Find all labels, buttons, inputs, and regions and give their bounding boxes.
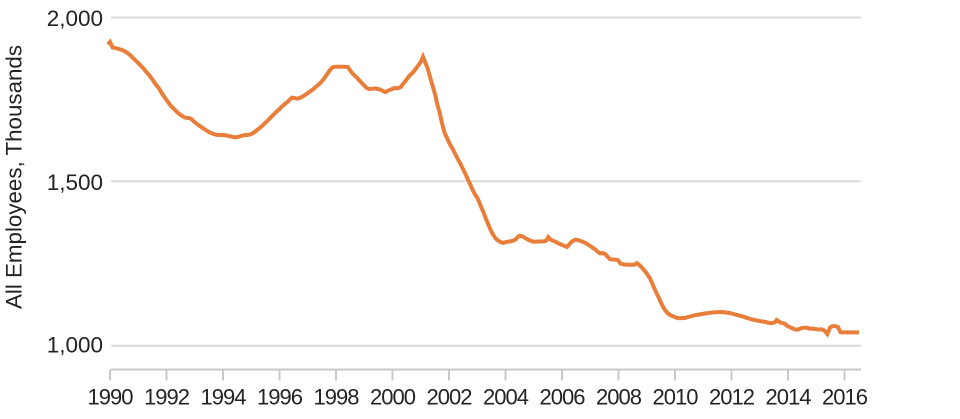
svg-text:1996: 1996 <box>257 385 303 410</box>
svg-text:2010: 2010 <box>653 385 699 410</box>
svg-text:2,000: 2,000 <box>47 6 103 31</box>
svg-text:2004: 2004 <box>483 385 529 410</box>
svg-text:1992: 1992 <box>144 385 190 410</box>
svg-text:2008: 2008 <box>596 385 642 410</box>
svg-text:1,500: 1,500 <box>47 170 103 195</box>
svg-text:1990: 1990 <box>88 385 134 410</box>
svg-text:2006: 2006 <box>540 385 586 410</box>
svg-text:1,000: 1,000 <box>47 332 103 357</box>
svg-text:2016: 2016 <box>822 385 868 410</box>
svg-text:1994: 1994 <box>201 385 247 410</box>
svg-text:2014: 2014 <box>766 385 812 410</box>
svg-text:All Employees, Thousands: All Employees, Thousands <box>2 45 27 309</box>
svg-text:2002: 2002 <box>427 385 473 410</box>
svg-text:2012: 2012 <box>709 385 755 410</box>
svg-text:2000: 2000 <box>370 385 416 410</box>
svg-text:1998: 1998 <box>314 385 360 410</box>
